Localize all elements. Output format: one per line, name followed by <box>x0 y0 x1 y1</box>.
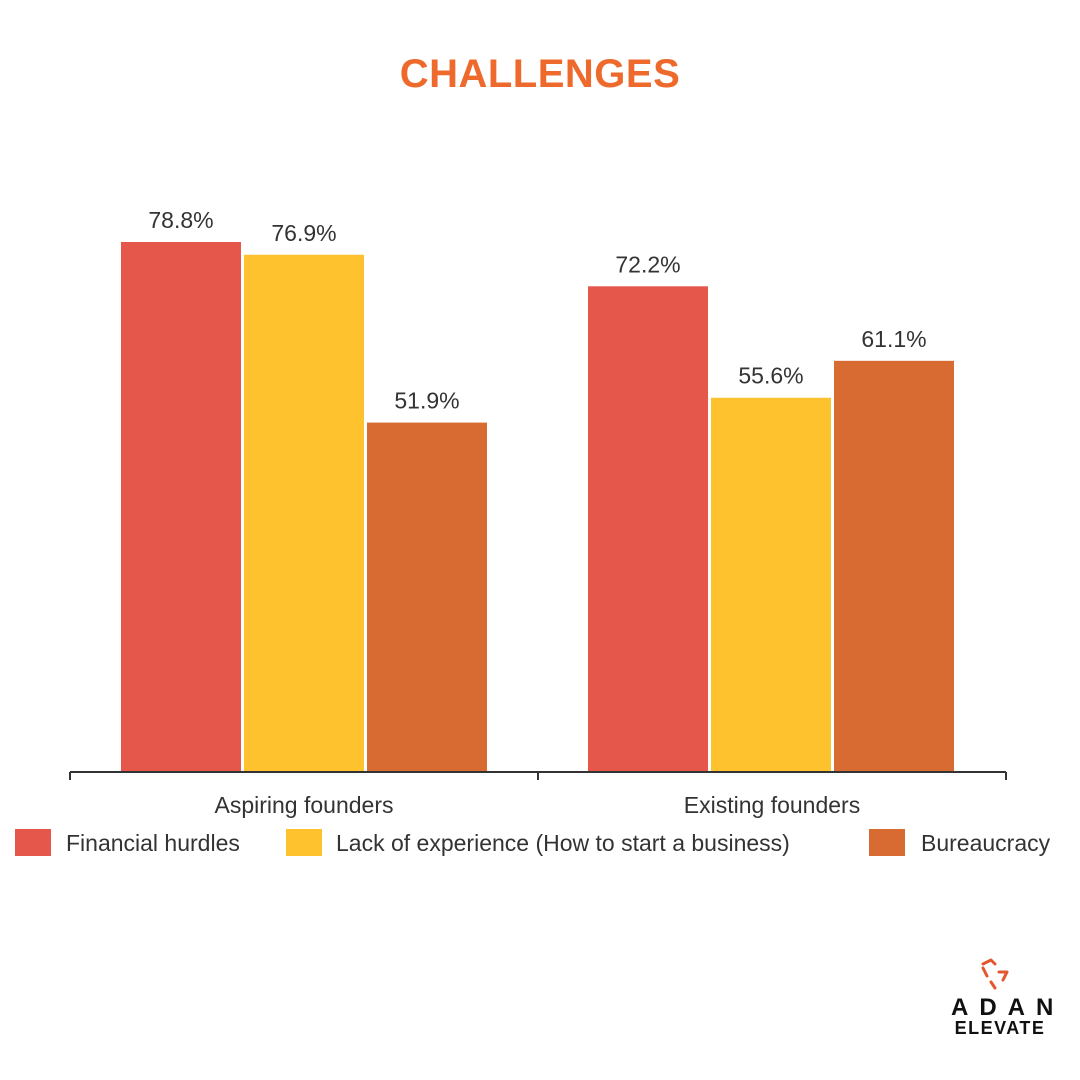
data-label-aspiring-founders-bureaucracy: 51.9% <box>394 388 459 414</box>
bar-aspiring-founders-financial-hurdles <box>121 242 241 771</box>
category-label-aspiring-founders: Aspiring founders <box>215 792 394 818</box>
data-label-existing-founders-bureaucracy: 61.1% <box>861 326 926 352</box>
logo-word-adan: ADAN <box>951 994 1065 1021</box>
x-axis <box>69 771 1007 780</box>
adan-elevate-logo: ADAN ELEVATE <box>945 958 1055 1040</box>
bar-existing-founders-bureaucracy <box>834 360 954 771</box>
legend-swatch-lack-of-experience-how-to-start-a-business <box>286 829 322 856</box>
legend: Financial hurdles Lack of experience (How… <box>15 829 1051 856</box>
legend-swatch-bureaucracy <box>869 829 905 856</box>
legend-label-lack-of-experience-how-to-start-a-business: Lack of experience (How to start a busin… <box>336 830 790 856</box>
bar-aspiring-founders-lack-of-experience-how-to-start-a-business <box>244 254 364 772</box>
data-label-existing-founders-financial-hurdles: 72.2% <box>615 251 680 277</box>
legend-label-bureaucracy: Bureaucracy <box>921 830 1051 856</box>
category-labels-group: Aspiring founders Existing founders <box>215 792 861 818</box>
legend-swatch-financial-hurdles <box>15 829 51 856</box>
bars-group <box>121 242 954 772</box>
category-label-existing-founders: Existing founders <box>684 792 860 818</box>
data-label-aspiring-founders-financial-hurdles: 78.8% <box>148 207 213 233</box>
data-label-existing-founders-lack-of-experience-how-to-start-a-business: 55.6% <box>738 363 803 389</box>
bar-existing-founders-lack-of-experience-how-to-start-a-business <box>711 397 831 771</box>
bar-existing-founders-financial-hurdles <box>588 286 708 771</box>
bar-aspiring-founders-bureaucracy <box>367 422 487 771</box>
bar-labels-group: 78.8% 76.9% 51.9% 72.2% 55.6% 61.1% <box>148 207 926 414</box>
africa-outline-icon <box>981 958 1009 990</box>
page-title: CHALLENGES <box>399 52 681 96</box>
logo-word-elevate: ELEVATE <box>954 1018 1046 1038</box>
legend-label-financial-hurdles: Financial hurdles <box>66 830 240 856</box>
data-label-aspiring-founders-lack-of-experience-how-to-start-a-business: 76.9% <box>271 220 336 246</box>
